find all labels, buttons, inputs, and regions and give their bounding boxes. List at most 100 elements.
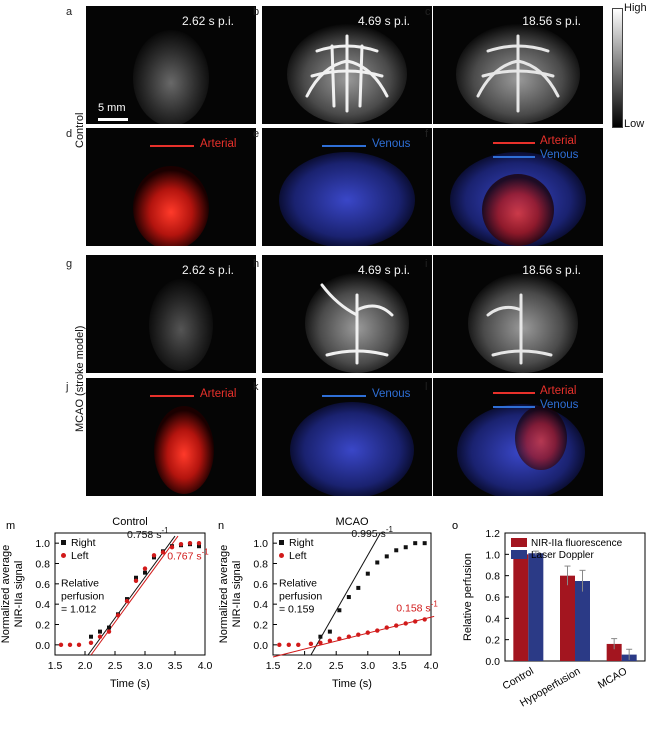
y-axis-label-line: Normalized average bbox=[0, 545, 12, 643]
slope-annotation: 0.758 s-1 bbox=[127, 526, 169, 541]
data-point-left bbox=[356, 632, 361, 637]
y-tick-label: 0.4 bbox=[253, 599, 268, 611]
fit-line bbox=[310, 532, 381, 656]
data-point-left bbox=[169, 545, 175, 550]
fit-line bbox=[272, 615, 435, 658]
slope-annotation: 0.158 s-1 bbox=[396, 599, 438, 614]
slope-annotation: 0.995 s-1 bbox=[351, 525, 393, 540]
timestamp: 4.69 s p.i. bbox=[357, 263, 410, 277]
data-point-left bbox=[187, 540, 193, 546]
timestamp: 18.56 s p.i. bbox=[522, 14, 581, 28]
relative-perfusion-text: perfusion bbox=[61, 591, 104, 603]
relative-perfusion-text: = 0.159 bbox=[279, 604, 314, 616]
data-point-left bbox=[124, 598, 130, 604]
data-point-left bbox=[375, 628, 380, 633]
y-tick-label: 0.8 bbox=[35, 559, 50, 571]
slope-value: 0.767 s bbox=[167, 550, 201, 562]
legend-label: NIR-IIa fluorescence bbox=[531, 538, 623, 549]
x-tick-label: 2.5 bbox=[329, 660, 344, 672]
legend-label: Right bbox=[71, 537, 96, 549]
data-point-left bbox=[296, 642, 301, 648]
data-point-left bbox=[178, 541, 184, 547]
arterial-legend-line bbox=[150, 145, 194, 147]
x-tick-label: 2.5 bbox=[108, 660, 123, 672]
bar-laser-doppler bbox=[575, 581, 590, 661]
data-point-right bbox=[327, 629, 332, 634]
data-point-left bbox=[403, 621, 408, 626]
timestamp: 4.69 s p.i. bbox=[357, 14, 410, 28]
category-label: MCAO bbox=[596, 665, 629, 691]
chart-title: Control bbox=[112, 516, 147, 528]
venous-legend-label: Venous bbox=[372, 138, 411, 150]
row-label-control: Control bbox=[74, 112, 86, 148]
panel-i-image: 18.56 s p.i. bbox=[433, 255, 603, 373]
y-axis-label-line: NIR-IIa signal bbox=[13, 561, 25, 628]
panel-label-e: e bbox=[253, 128, 260, 140]
data-point-right bbox=[365, 571, 370, 576]
data-point-left bbox=[346, 634, 352, 639]
panel-label-j: j bbox=[66, 381, 69, 393]
colorbar-high-label: High bbox=[624, 2, 647, 14]
x-tick-label: 4.0 bbox=[424, 660, 439, 672]
y-tick-label: 0.0 bbox=[485, 656, 500, 668]
legend-label: Laser Doppler bbox=[531, 550, 594, 561]
panel-label-f: f bbox=[425, 128, 429, 140]
legend-marker bbox=[61, 553, 66, 558]
data-point-right bbox=[143, 570, 147, 575]
arterial-legend-label: Arterial bbox=[200, 138, 237, 150]
data-point-left bbox=[337, 636, 342, 641]
x-tick-label: 3.5 bbox=[168, 660, 183, 672]
charts-row: m n o Control 1.5 2.0 2.5 3.0 3.5 4.0 0.0 0.2 0.4… bbox=[0, 516, 646, 709]
legend-marker bbox=[61, 540, 66, 545]
legend-marker bbox=[279, 553, 284, 558]
x-axis-label: Time (s) bbox=[332, 678, 372, 690]
venous-legend-label: Venous bbox=[540, 149, 579, 161]
legend-swatch bbox=[511, 550, 527, 559]
venous-legend-line bbox=[322, 395, 366, 397]
bar-nir-iia-fluorescence bbox=[606, 643, 622, 661]
panel-e-image: Venous bbox=[262, 128, 432, 246]
panel-label-g: g bbox=[66, 258, 73, 270]
y-tick-label: 1.0 bbox=[485, 549, 500, 561]
panel-label-m: m bbox=[6, 520, 15, 532]
y-tick-label: 0.8 bbox=[253, 559, 268, 571]
y-tick-label: 1.2 bbox=[485, 528, 500, 540]
slope-value: 0.995 s bbox=[351, 528, 385, 540]
x-tick-label: 3.0 bbox=[138, 660, 153, 672]
y-tick-label: 0.2 bbox=[35, 620, 50, 632]
y-tick-label: 0.8 bbox=[485, 571, 500, 583]
y-axis-label-line: Normalized average bbox=[218, 545, 230, 643]
panel-label-d: d bbox=[66, 128, 73, 140]
category-label: Control bbox=[501, 665, 536, 692]
slope-unit-exponent: -1 bbox=[161, 526, 169, 535]
legend-swatch bbox=[511, 538, 527, 547]
data-point-right bbox=[337, 608, 342, 613]
arterial-legend-line bbox=[150, 395, 194, 397]
bar-laser-doppler bbox=[528, 553, 544, 661]
data-point-right bbox=[356, 585, 361, 590]
y-tick-label: 0.6 bbox=[35, 579, 50, 591]
data-point-right bbox=[403, 545, 408, 550]
slope-unit-exponent: -1 bbox=[386, 525, 394, 534]
venous-legend-line bbox=[493, 156, 535, 158]
y-tick-label: 0.4 bbox=[35, 599, 50, 611]
data-point-right bbox=[394, 548, 399, 553]
venous-legend-label: Venous bbox=[372, 388, 411, 400]
legend-label: Right bbox=[289, 537, 314, 549]
relative-perfusion-text: Relative bbox=[279, 578, 317, 590]
colorbar bbox=[612, 8, 623, 128]
data-point-left bbox=[308, 641, 314, 647]
data-point-right bbox=[89, 634, 93, 639]
data-point-right bbox=[384, 554, 389, 559]
y-tick-label: 0.0 bbox=[253, 640, 268, 652]
legend-label: Left bbox=[71, 550, 89, 562]
panel-label-l: l bbox=[425, 381, 428, 393]
plot-frame bbox=[272, 532, 432, 656]
y-tick-label: 0.2 bbox=[485, 635, 500, 647]
data-point-right bbox=[375, 560, 380, 565]
bar-nir-iia-fluorescence bbox=[560, 575, 575, 661]
data-point-right bbox=[197, 544, 201, 549]
data-point-left bbox=[422, 617, 427, 622]
y-tick-label: 0.2 bbox=[253, 620, 268, 632]
